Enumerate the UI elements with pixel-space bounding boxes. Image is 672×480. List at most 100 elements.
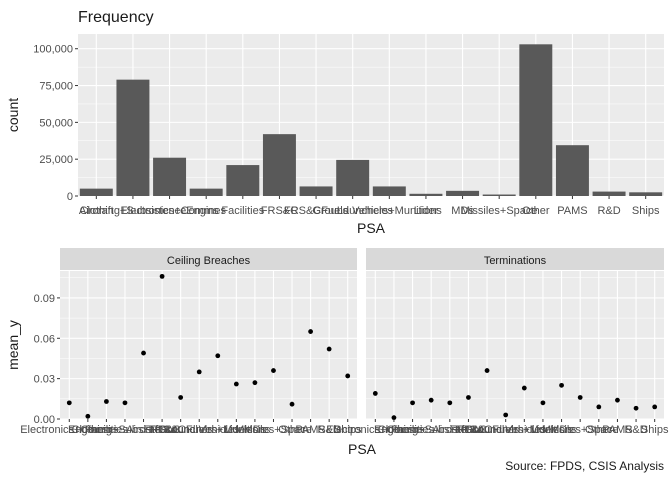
data-point bbox=[410, 400, 415, 406]
facet-x-tick-label: Aircraft bbox=[126, 424, 161, 436]
bar bbox=[336, 159, 370, 196]
facet-x-tick-label: FRS&C bbox=[143, 424, 180, 436]
bar bbox=[519, 44, 553, 197]
bar bbox=[592, 191, 626, 196]
data-point bbox=[466, 395, 471, 400]
bar-x-tick-label: R&D bbox=[597, 205, 620, 217]
bar bbox=[555, 145, 589, 196]
facet-strip-label: Terminations bbox=[484, 255, 547, 267]
bar-y-tick-label: 100,000 bbox=[33, 44, 73, 56]
facet-x-tick-label: Facilities bbox=[391, 424, 434, 436]
data-point bbox=[85, 413, 91, 419]
data-point bbox=[215, 353, 221, 359]
facet-x-tick-label: Ships bbox=[641, 424, 669, 436]
facet-x-tick-label: Other bbox=[585, 424, 613, 436]
facet-x-tick-label: Ships bbox=[334, 424, 362, 436]
bar bbox=[629, 192, 663, 196]
facet-x-tick-label: R&D bbox=[318, 424, 341, 436]
data-point bbox=[372, 391, 378, 396]
data-point bbox=[540, 400, 546, 406]
facet-strip bbox=[366, 248, 664, 270]
data-point bbox=[271, 368, 276, 373]
data-point bbox=[196, 369, 202, 375]
data-point bbox=[66, 400, 72, 406]
facet-x-tick-label: Engines bbox=[68, 424, 108, 436]
data-point bbox=[447, 400, 453, 406]
bar bbox=[446, 190, 480, 196]
facet-x-tick-label: Ground Vehicles bbox=[465, 424, 546, 436]
facet-x-tick-label: Lider bbox=[224, 424, 249, 436]
bar bbox=[226, 165, 260, 196]
facet-strip-label: Ceiling Breaches bbox=[167, 255, 251, 267]
data-point bbox=[233, 381, 239, 387]
facet-panel-background bbox=[366, 271, 664, 419]
facet-x-tick-label: R&D bbox=[624, 424, 647, 436]
bar-x-tick-label: Launchers+Munitions bbox=[337, 205, 442, 217]
facet-x-tick-label: Missiles+Space bbox=[542, 424, 619, 436]
bar-x-tick-label: Electronics+Comms bbox=[121, 205, 220, 217]
bar-x-tick-label: Clothing+Subsistence bbox=[80, 205, 187, 217]
bar-x-tick-label: PAMS bbox=[557, 205, 587, 217]
data-point bbox=[104, 399, 109, 404]
bar-x-tick-label: Lider bbox=[414, 205, 439, 217]
bar bbox=[299, 186, 333, 196]
bar-y-tick-label: 0 bbox=[67, 191, 73, 203]
source-caption: Source: FPDS, CSIS Analysis bbox=[505, 459, 664, 473]
facet-panel-background bbox=[60, 271, 357, 419]
bar-chart-title: Frequency bbox=[78, 9, 154, 26]
bar bbox=[116, 79, 150, 196]
bar-y-tick-label: 75,000 bbox=[39, 81, 73, 93]
data-point bbox=[159, 273, 165, 279]
facet-x-tick-label: Clothing+Subsistence bbox=[72, 424, 179, 436]
facet-x-tick-label: FRS&CFuels bbox=[149, 424, 214, 436]
facet-x-tick-label: MDs bbox=[244, 424, 267, 436]
bar bbox=[409, 193, 443, 196]
bar-x-tick-label: Ground Vehicles bbox=[312, 205, 393, 217]
facet-x-axis-label: PSA bbox=[348, 441, 377, 457]
facet-x-tick-label: Electronics+Comms bbox=[326, 424, 425, 436]
facet-y-axis-label: mean_y bbox=[5, 320, 21, 370]
bar bbox=[262, 134, 296, 196]
facet-x-tick-label: Lider bbox=[531, 424, 556, 436]
data-point bbox=[308, 329, 313, 334]
facet-y-tick-label: 0.06 bbox=[34, 333, 55, 345]
facet-x-tick-label: PAMS bbox=[602, 424, 632, 436]
bar bbox=[79, 188, 113, 196]
data-point bbox=[521, 385, 527, 391]
data-point bbox=[289, 401, 295, 407]
facet-y-tick-label: 0.00 bbox=[34, 414, 55, 426]
facet-x-tick-label: FRS&C bbox=[450, 424, 487, 436]
facet-x-tick-label: PAMS bbox=[295, 424, 325, 436]
facet-x-tick-label: Clothing+Subsistence bbox=[378, 424, 485, 436]
facet-strip bbox=[60, 248, 357, 270]
facet-x-tick-label: Ground Vehicles bbox=[159, 424, 240, 436]
bar-y-tick-label: 50,000 bbox=[39, 117, 73, 129]
data-point bbox=[391, 415, 397, 421]
facet-x-tick-label: Aircraft bbox=[432, 424, 467, 436]
data-point bbox=[559, 382, 564, 388]
facet-x-tick-label: Missiles+Space bbox=[235, 424, 312, 436]
facet-x-tick-label: FRS&CFuels bbox=[455, 424, 520, 436]
bar bbox=[153, 157, 187, 196]
facet-y-tick-label: 0.03 bbox=[34, 374, 55, 386]
bar-y-tick-label: 25,000 bbox=[39, 154, 73, 166]
bar-x-tick-label: MDs bbox=[451, 205, 474, 217]
bar-x-tick-label: Ships bbox=[632, 205, 660, 217]
data-point bbox=[596, 404, 602, 410]
data-point bbox=[577, 395, 583, 400]
data-point bbox=[326, 346, 332, 352]
bar-x-tick-label: Aircraft bbox=[79, 205, 114, 217]
bar bbox=[189, 188, 223, 196]
data-point bbox=[615, 397, 620, 403]
facet-x-tick-label: Electronics+Comms bbox=[20, 424, 119, 436]
facet-x-tick-label: Engines bbox=[374, 424, 414, 436]
facet-x-tick-label: Launchers+Munitions bbox=[472, 424, 577, 436]
bar bbox=[372, 186, 406, 196]
facet-x-tick-label: MDs bbox=[550, 424, 573, 436]
bar-x-tick-label: Missiles+Space bbox=[461, 205, 538, 217]
bar bbox=[482, 194, 516, 196]
data-point bbox=[122, 400, 128, 406]
bar-x-tick-label: Other bbox=[522, 205, 550, 217]
